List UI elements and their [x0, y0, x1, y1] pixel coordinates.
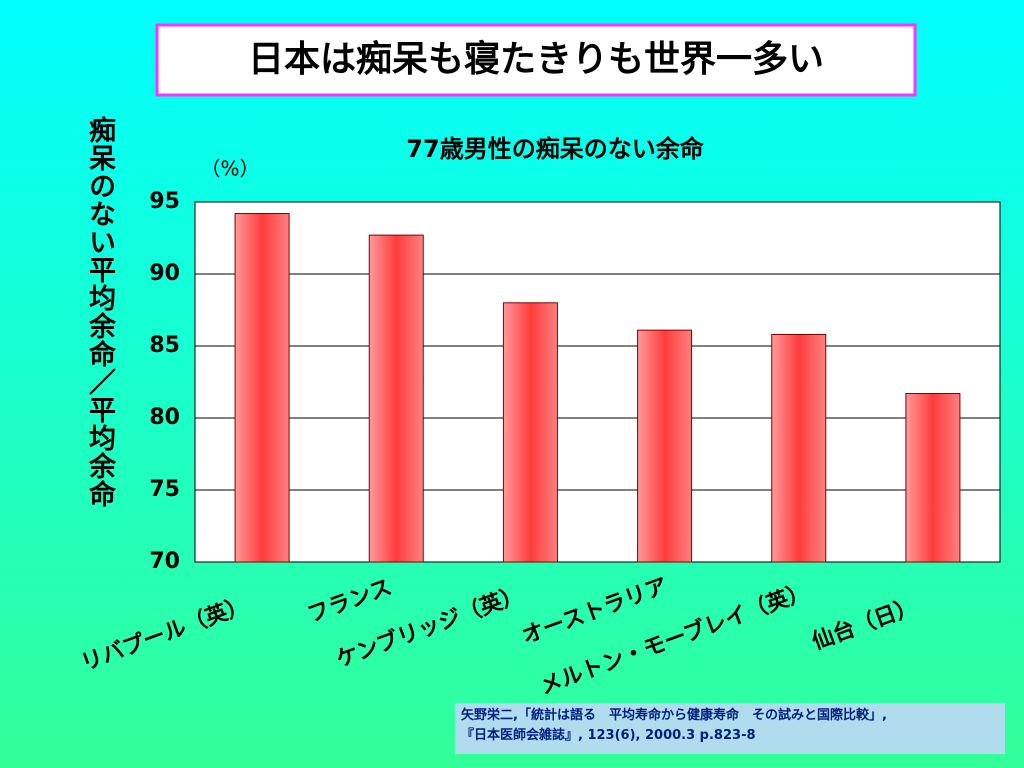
- unit: （%）: [200, 157, 259, 181]
- x-tick-label: メルトン・モーブレイ（英）: [536, 578, 812, 700]
- y-tick-label: 95: [149, 189, 180, 214]
- x-tick-label: リバプール（英）: [78, 593, 252, 677]
- y-tick-label: 80: [149, 405, 180, 430]
- y-tick-label: 70: [149, 549, 180, 574]
- x-tick-label: フランス: [304, 575, 395, 628]
- source-line: 『日本医師会雑誌』, 123(6), 2000.3 p.823-8: [461, 728, 756, 743]
- y-tick-label: 75: [149, 477, 180, 502]
- bar: [368, 234, 424, 563]
- bar: [905, 393, 961, 563]
- plot-area: [194, 201, 1001, 563]
- slide-title: 日本は痴呆も寝たきりも世界一多い: [248, 38, 824, 80]
- x-tick-label: 仙台（日）: [809, 593, 921, 655]
- y-tick-label: 85: [149, 333, 180, 358]
- bar: [502, 302, 558, 563]
- source-line: 矢野栄二,「統計は語る 平均寿命から健康寿命 その試みと国際比較」,: [461, 708, 887, 723]
- bar: [771, 333, 827, 563]
- bar: [637, 329, 693, 563]
- source: 矢野栄二,「統計は語る 平均寿命から健康寿命 その試みと国際比較」, 『日本医師…: [455, 703, 1005, 754]
- y-axis-label: 痴呆のない平均余命／平均余命: [84, 116, 115, 508]
- bar: [234, 213, 290, 563]
- chart-title: 77歳男性の痴呆のない余命: [406, 135, 704, 163]
- y-tick-label: 90: [149, 261, 180, 286]
- title-box: [155, 23, 917, 97]
